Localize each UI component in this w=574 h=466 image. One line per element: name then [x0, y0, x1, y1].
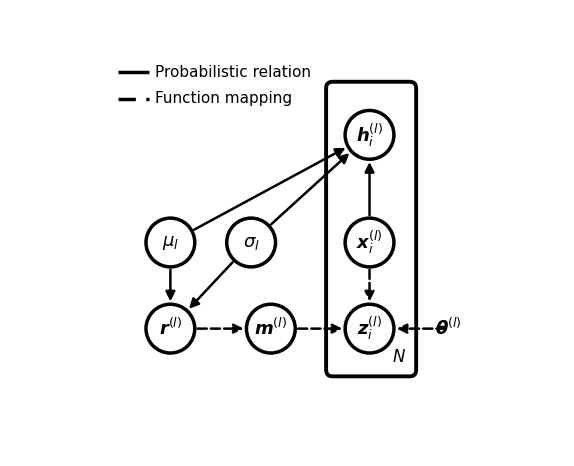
Circle shape — [246, 304, 295, 353]
Circle shape — [345, 218, 394, 267]
Text: Probabilistic relation: Probabilistic relation — [156, 65, 311, 80]
Text: $\mu_l$: $\mu_l$ — [162, 233, 179, 252]
Text: $\boldsymbol{x}_i^{(l)}$: $\boldsymbol{x}_i^{(l)}$ — [356, 229, 383, 256]
Text: $\boldsymbol{m}^{(l)}$: $\boldsymbol{m}^{(l)}$ — [254, 318, 288, 339]
Circle shape — [146, 218, 195, 267]
Circle shape — [146, 304, 195, 353]
Text: N: N — [393, 348, 405, 366]
FancyBboxPatch shape — [326, 82, 416, 377]
Text: $\boldsymbol{h}_i^{(l)}$: $\boldsymbol{h}_i^{(l)}$ — [356, 121, 383, 149]
Circle shape — [227, 218, 276, 267]
Text: Function mapping: Function mapping — [156, 91, 292, 106]
Text: $\boldsymbol{\theta}^{(l)}$: $\boldsymbol{\theta}^{(l)}$ — [435, 318, 462, 339]
Text: $\sigma_l$: $\sigma_l$ — [243, 233, 259, 252]
Text: $\boldsymbol{z}_i^{(l)}$: $\boldsymbol{z}_i^{(l)}$ — [357, 315, 382, 343]
Text: $\boldsymbol{r}^{(l)}$: $\boldsymbol{r}^{(l)}$ — [159, 318, 182, 339]
Circle shape — [345, 304, 394, 353]
Circle shape — [345, 110, 394, 159]
